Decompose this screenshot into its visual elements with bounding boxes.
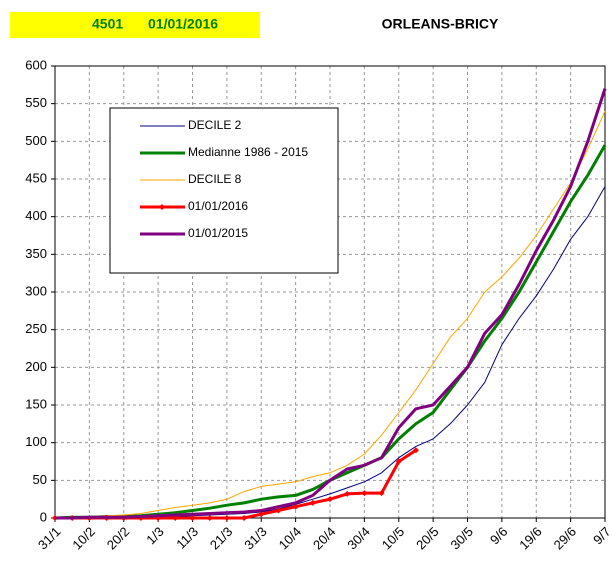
y-tick-label: 450: [25, 170, 47, 185]
series-marker: [241, 515, 248, 521]
y-tick-label: 0: [40, 509, 47, 524]
series-marker: [309, 499, 316, 506]
series-marker: [412, 447, 419, 454]
x-tick-label: 10/5: [379, 524, 408, 553]
series-marker: [327, 496, 333, 503]
series-marker: [223, 515, 230, 521]
x-tick-label: 21/3: [207, 524, 236, 553]
chart-title: ORLEANS-BRICY: [382, 16, 499, 32]
legend-label: 01/01/2016: [188, 199, 248, 213]
x-tick-label: 30/5: [448, 524, 477, 553]
y-tick-label: 300: [25, 283, 47, 298]
series-marker: [189, 515, 196, 521]
x-tick-label: 29/6: [551, 524, 580, 553]
series-line: [55, 448, 417, 520]
y-tick-label: 500: [25, 133, 47, 148]
series-marker: [275, 507, 282, 514]
series-marker: [378, 490, 385, 497]
y-tick-label: 350: [25, 246, 47, 261]
x-tick-label: 31/3: [241, 524, 270, 553]
series-marker: [361, 490, 368, 497]
station-code: 4501: [92, 16, 123, 32]
date: 01/01/2016: [148, 16, 218, 32]
series-marker: [206, 515, 213, 521]
x-tick-label: 10/2: [69, 524, 98, 553]
y-tick-label: 550: [25, 95, 47, 110]
legend-label: Medianne 1986 - 2015: [188, 145, 308, 159]
y-tick-label: 600: [25, 57, 47, 72]
legend-label: DECILE 8: [188, 172, 242, 186]
x-tick-label: 30/4: [344, 524, 373, 553]
series-marker: [395, 458, 402, 465]
legend-label: 01/01/2015: [188, 226, 248, 240]
series-line: [55, 88, 607, 520]
y-tick-label: 250: [25, 321, 47, 336]
series-line: [54, 110, 606, 519]
header-badge: [10, 12, 260, 38]
x-tick-label: 19/6: [516, 524, 545, 553]
series-marker: [258, 511, 265, 518]
x-tick-label: 20/5: [413, 524, 442, 553]
y-tick-label: 150: [25, 396, 47, 411]
x-tick-label: 9/6: [487, 524, 510, 547]
x-tick-label: 20/4: [310, 524, 339, 553]
legend-box: [109, 107, 339, 274]
y-tick-label: 200: [25, 359, 47, 374]
y-tick-label: 100: [25, 434, 47, 449]
legend-marker: [159, 204, 165, 210]
x-tick-label: 10/4: [276, 524, 305, 553]
legend-label: DECILE 2: [188, 118, 242, 132]
plot-frame: [54, 65, 606, 519]
x-tick-label: 20/2: [104, 524, 133, 553]
x-tick-label: 31/1: [35, 524, 64, 553]
y-tick-label: 50: [33, 472, 47, 487]
x-tick-label: 9/7: [590, 524, 613, 547]
x-tick-label: 11/3: [173, 524, 201, 552]
series-marker: [292, 503, 299, 510]
series-marker: [344, 490, 351, 497]
y-tick-label: 400: [25, 208, 47, 223]
x-tick-label: 1/3: [143, 524, 166, 547]
